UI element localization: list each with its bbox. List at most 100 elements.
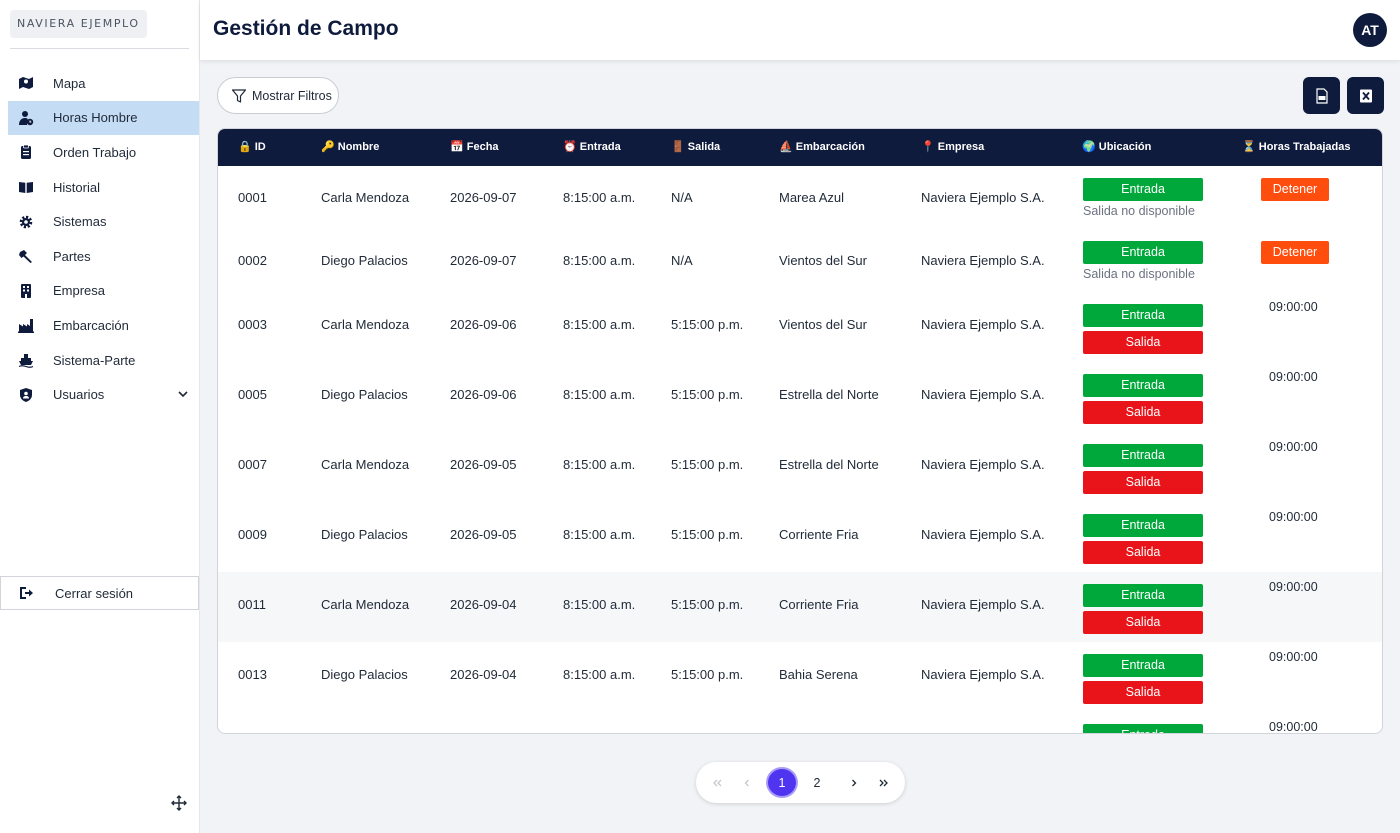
cell-nombre: Carla Mendoza (321, 317, 410, 332)
entrada-badge[interactable]: Entrada (1083, 584, 1203, 607)
ship-icon (17, 351, 35, 369)
book-open-icon (17, 178, 35, 196)
col-header-empresa[interactable]: 📍 Empresa (921, 141, 985, 153)
sidebar-item-historial[interactable]: Historial (8, 170, 199, 205)
cell-fecha: 2026-09-07 (450, 253, 517, 268)
sidebar-item-sistema-parte[interactable]: Sistema-Parte (8, 343, 199, 378)
sidebar-item-label: Partes (53, 248, 91, 264)
entrada-badge[interactable]: Entrada (1083, 724, 1203, 733)
cell-nombre: Diego Palacios (321, 253, 408, 268)
entrada-badge[interactable]: Entrada (1083, 241, 1203, 264)
cell-nombre: Carla Mendoza (321, 597, 410, 612)
show-filters-button[interactable]: Mostrar Filtros (217, 77, 339, 114)
page-button-2[interactable]: 2 (813, 775, 821, 790)
cell-nombre: Carla Mendoza (321, 457, 410, 472)
salida-badge[interactable]: Salida (1083, 541, 1203, 564)
table-row: 0013 Diego Palacios 2026-09-04 8:15:00 a.m.… (218, 642, 1382, 712)
page-title: Gestión de Campo (213, 17, 399, 40)
page-button-1[interactable]: 1 (766, 767, 798, 798)
col-header-id[interactable]: 🔒 ID (238, 141, 266, 153)
cell-fecha: 2026-09-04 (450, 597, 517, 612)
cell-empresa: Naviera Ejemplo S.A. (921, 527, 1045, 542)
col-header-nombre[interactable]: 🔑 Nombre (321, 141, 380, 153)
sidebar-item-empresa[interactable]: Empresa (8, 274, 199, 309)
cell-salida: 5:15:00 p.m. (671, 317, 744, 332)
cell-fecha: 2026-09-04 (450, 667, 517, 682)
entrada-badge[interactable]: Entrada (1083, 178, 1203, 201)
table-row: 0002 Diego Palacios 2026-09-07 8:15:00 a.m.… (218, 229, 1382, 292)
cell-embarcacion: Estrella del Norte (779, 387, 879, 402)
table-row: 0007 Carla Mendoza 2026-09-05 8:15:00 a.m. 5… (218, 432, 1382, 502)
sidebar-item-mapa[interactable]: Mapa (8, 66, 199, 101)
avatar[interactable]: AT (1353, 13, 1387, 47)
cell-empresa: Naviera Ejemplo S.A. (921, 317, 1045, 332)
salida-unavailable-text: Salida no disponible (1083, 204, 1195, 218)
entrada-badge[interactable]: Entrada (1083, 304, 1203, 327)
sidebar-item-partes[interactable]: Partes (8, 239, 199, 274)
entrada-badge[interactable]: Entrada (1083, 444, 1203, 467)
cell-empresa: Naviera Ejemplo S.A. (921, 667, 1045, 682)
hours-worked: 09:00:00 (1269, 370, 1318, 384)
hours-worked: 09:00:00 (1269, 720, 1318, 734)
export-excel-button[interactable] (1347, 77, 1384, 114)
hours-worked: 09:00:00 (1269, 650, 1318, 664)
excel-file-icon (1359, 89, 1372, 102)
building-icon (17, 282, 35, 300)
wrench-icon (17, 247, 35, 265)
salida-badge[interactable]: Salida (1083, 681, 1203, 704)
sidebar-item-orden-trabajo[interactable]: Orden Trabajo (8, 135, 199, 170)
cell-entrada: 8:15:00 a.m. (563, 253, 636, 268)
entrada-badge[interactable]: Entrada (1083, 654, 1203, 677)
sidebar-item-horas-hombre[interactable]: Horas Hombre (8, 100, 199, 136)
logout-icon (18, 584, 36, 602)
logout-button[interactable]: Cerrar sesión (0, 576, 199, 610)
export-pdf-button[interactable] (1303, 77, 1340, 114)
sidebar-item-label: Horas Hombre (53, 110, 138, 126)
sidebar-item-label: Embarcación (53, 317, 129, 333)
entrada-badge[interactable]: Entrada (1083, 514, 1203, 537)
col-header-horas[interactable]: ⏳ Horas Trabajadas (1242, 141, 1351, 153)
next-page-button[interactable] (838, 767, 870, 798)
cell-nombre: Carla Mendoza (321, 190, 410, 205)
cell-entrada: 8:15:00 a.m. (563, 667, 636, 682)
salida-badge[interactable]: Salida (1083, 611, 1203, 634)
cell-embarcacion: Corriente Fria (779, 527, 859, 542)
stop-button[interactable]: Detener (1261, 178, 1329, 201)
sidebar-item-embarcacion[interactable]: Embarcación (8, 308, 199, 343)
table-row: 0011 Carla Mendoza 2026-09-04 8:15:00 a.m. 5… (218, 572, 1382, 642)
sidebar-item-label: Orden Trabajo (53, 144, 137, 160)
chevron-down-icon[interactable] (177, 388, 189, 400)
cell-id: 0011 (238, 597, 266, 612)
salida-badge[interactable]: Salida (1083, 331, 1203, 354)
pdf-file-icon (1315, 87, 1328, 104)
salida-badge[interactable]: Salida (1083, 471, 1203, 494)
col-header-salida[interactable]: 🚪 Salida (671, 141, 721, 153)
cell-fecha: 2026-09-05 (450, 457, 517, 472)
last-page-button[interactable] (868, 767, 900, 798)
sidebar-item-label: Empresa (53, 283, 106, 299)
sidebar-item-usuarios[interactable]: Usuarios (8, 377, 199, 412)
col-header-embarcacion[interactable]: ⛵ Embarcación (779, 141, 865, 153)
cell-id: 0001 (238, 190, 267, 205)
cell-empresa: Naviera Ejemplo S.A. (921, 253, 1045, 268)
table-row: 0003 Carla Mendoza 2026-09-06 8:15:00 a.m. 5… (218, 292, 1382, 362)
salida-badge[interactable]: Salida (1083, 401, 1203, 424)
col-header-entrada[interactable]: ⏰ Entrada (563, 141, 621, 153)
first-page-button[interactable] (701, 767, 733, 798)
cell-empresa: Naviera Ejemplo S.A. (921, 387, 1045, 402)
cell-id: 0009 (238, 527, 267, 542)
user-shield-icon (17, 386, 35, 404)
sidebar-item-sistemas[interactable]: Sistemas (8, 204, 199, 239)
hours-worked: 09:00:00 (1269, 300, 1318, 314)
table-row: 0001 Carla Mendoza 2026-09-07 8:15:00 a.m. N… (218, 166, 1382, 229)
prev-page-button[interactable] (731, 767, 763, 798)
cell-id: 0003 (238, 317, 267, 332)
clipboard-icon (17, 143, 35, 161)
col-header-fecha[interactable]: 📅 Fecha (450, 141, 499, 153)
collapse-sidebar-icon[interactable] (171, 795, 187, 811)
cell-nombre: Diego Palacios (321, 387, 408, 402)
col-header-ubicacion[interactable]: 🌍 Ubicación (1082, 141, 1152, 153)
stop-button[interactable]: Detener (1261, 241, 1329, 264)
sidebar-item-label: Sistemas (53, 214, 107, 230)
entrada-badge[interactable]: Entrada (1083, 374, 1203, 397)
